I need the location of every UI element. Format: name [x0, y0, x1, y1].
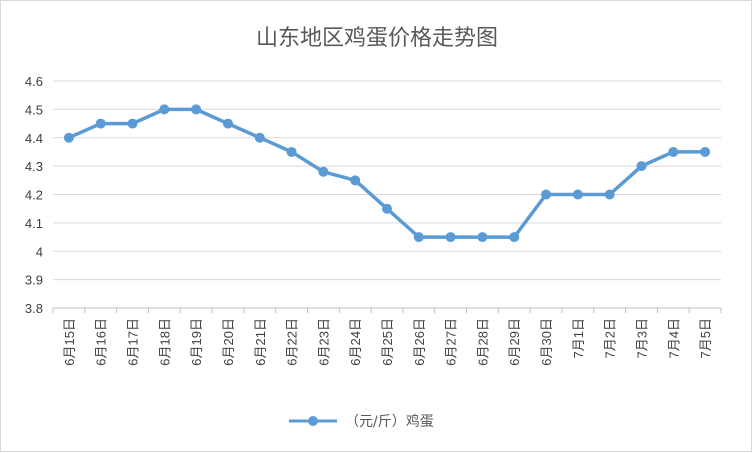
data-point[interactable]: [127, 118, 138, 129]
legend-label: （元/斤）鸡蛋: [345, 413, 434, 430]
x-tick-label: 6月25日: [380, 318, 395, 366]
x-tick-label: 6月18日: [157, 318, 172, 366]
series-layer: [63, 104, 711, 243]
y-tick-label: 4.4: [25, 131, 43, 146]
data-point[interactable]: [445, 232, 456, 243]
y-axis-ticks: 4.6 4.5 4.4 4.3 4.2 4.1 4 3.9 3.8: [25, 74, 43, 316]
data-point[interactable]: [700, 146, 711, 157]
y-tick-label: 4.5: [25, 102, 43, 117]
x-tick-label: 6月28日: [475, 318, 490, 366]
x-tick-label: 6月15日: [62, 318, 77, 366]
data-point[interactable]: [286, 146, 297, 157]
x-tick-label: 6月17日: [126, 318, 141, 366]
x-tick-label: 6月23日: [316, 318, 331, 366]
x-tick-label: 6月19日: [189, 318, 204, 366]
data-point[interactable]: [541, 189, 552, 200]
data-point[interactable]: [509, 232, 520, 243]
x-tick-label: 7月2日: [603, 318, 618, 358]
y-tick-label: 4.3: [25, 159, 43, 174]
x-tick-label: 6月24日: [348, 318, 363, 366]
y-tick-label: 4.6: [25, 74, 43, 89]
data-point[interactable]: [382, 203, 392, 214]
data-point[interactable]: [350, 175, 361, 186]
x-tick-label: 6月26日: [412, 318, 427, 366]
data-point[interactable]: [318, 166, 329, 177]
y-tick-label: 4.2: [25, 188, 43, 203]
x-tick-label: 7月3日: [634, 318, 649, 358]
x-tick-label: 6月22日: [285, 318, 300, 366]
data-point[interactable]: [636, 161, 647, 172]
x-tick-label: 6月21日: [253, 318, 268, 366]
x-tick-label: 6月29日: [507, 318, 522, 366]
data-point[interactable]: [477, 232, 488, 243]
x-tick-label: 7月5日: [698, 318, 713, 358]
data-point[interactable]: [95, 118, 106, 129]
x-tick-label: 6月16日: [94, 318, 109, 366]
y-tick-label: 3.9: [25, 273, 43, 288]
data-point[interactable]: [254, 132, 265, 143]
data-point[interactable]: [63, 132, 74, 143]
y-tick-label: 4.1: [25, 216, 43, 231]
data-point[interactable]: [191, 104, 202, 115]
data-point[interactable]: [159, 104, 170, 115]
data-point[interactable]: [604, 189, 615, 200]
data-point[interactable]: [572, 189, 583, 200]
data-point[interactable]: [222, 118, 233, 129]
y-tick-label: 3.8: [25, 301, 43, 316]
legend[interactable]: （元/斤）鸡蛋: [289, 413, 434, 430]
chart-title: 山东地区鸡蛋价格走势图: [256, 26, 498, 51]
x-tick-label: 7月4日: [666, 318, 681, 358]
legend-marker-swatch: [308, 416, 318, 426]
data-point[interactable]: [413, 232, 424, 243]
y-tick-label: 4: [36, 244, 43, 259]
x-axis-ticks: 6月15日 6月16日 6月17日 6月18日 6月19日 6月20日 6月21日 6月22日…: [62, 318, 713, 366]
axes: [52, 307, 722, 313]
x-tick-label: 6月27日: [444, 318, 459, 366]
x-tick-label: 6月20日: [221, 318, 236, 366]
x-tick-label: 7月1日: [571, 318, 586, 358]
series-line-0: [68, 107, 706, 239]
x-tick-label: 6月30日: [539, 318, 554, 366]
data-point[interactable]: [668, 146, 679, 157]
